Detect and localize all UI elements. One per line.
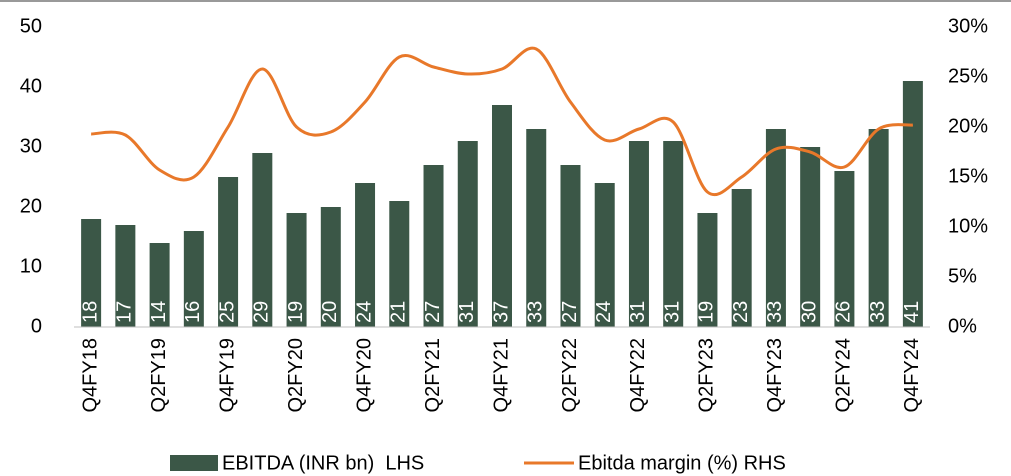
value-label: 33 — [867, 301, 889, 323]
bar — [834, 171, 855, 327]
value-label: 16 — [182, 301, 204, 323]
bar — [902, 81, 923, 327]
y-tick-label: 10 — [20, 255, 42, 277]
x-tick-label: Q4FY21 — [490, 338, 512, 412]
legend-label: Ebitda margin (%) RHS — [578, 452, 786, 474]
y2-tick-label: 10% — [948, 215, 988, 237]
bar — [218, 177, 239, 327]
bar — [765, 129, 786, 327]
value-label: 19 — [285, 301, 307, 323]
bar — [560, 165, 581, 327]
y-tick-label: 50 — [20, 15, 42, 37]
x-tick-label: Q4FY18 — [79, 338, 101, 412]
value-label: 27 — [559, 301, 581, 323]
bar — [731, 189, 752, 327]
bar — [149, 243, 170, 327]
value-label: 31 — [661, 301, 683, 323]
value-label: 20 — [319, 301, 341, 323]
value-label: 18 — [79, 301, 101, 323]
value-label: 14 — [148, 301, 170, 323]
value-label: 29 — [251, 301, 273, 323]
value-label: 31 — [627, 301, 649, 323]
bar — [115, 225, 136, 327]
y2-tick-label: 0% — [948, 315, 977, 337]
legend-swatch — [170, 455, 218, 471]
bar — [389, 201, 410, 327]
x-tick-label: Q2FY22 — [559, 338, 581, 412]
y-tick-label: 30 — [20, 135, 42, 157]
value-label: 41 — [901, 301, 923, 323]
value-label: 31 — [456, 301, 478, 323]
bar — [355, 183, 376, 327]
margin-line — [91, 46, 914, 197]
x-tick-label: Q4FY20 — [353, 338, 375, 412]
y2-tick-label: 20% — [948, 115, 988, 137]
bar — [663, 141, 684, 327]
value-label: 24 — [353, 301, 375, 323]
bar — [252, 153, 273, 327]
value-label: 30 — [798, 301, 820, 323]
bar — [183, 231, 204, 327]
x-tick-label: Q2FY24 — [833, 338, 855, 412]
value-label: 23 — [730, 301, 752, 323]
bar — [800, 147, 821, 327]
bar — [81, 219, 102, 327]
bar — [526, 129, 547, 327]
bar — [492, 105, 512, 327]
value-label: 17 — [114, 301, 136, 323]
y2-tick-label: 30% — [948, 15, 988, 37]
value-label: 33 — [525, 301, 547, 323]
y2-tick-label: 15% — [948, 165, 988, 187]
y2-tick-label: 25% — [948, 65, 988, 87]
x-tick-label: Q2FY19 — [148, 338, 170, 412]
bar — [594, 183, 615, 327]
x-tick-label: Q2FY21 — [422, 338, 444, 412]
bar — [320, 207, 341, 327]
value-label: 26 — [833, 301, 855, 323]
x-tick-label: Q2FY20 — [285, 338, 307, 412]
value-label: 27 — [422, 301, 444, 323]
value-label: 19 — [696, 301, 718, 323]
x-tick-label: Q2FY23 — [696, 338, 718, 412]
bar — [457, 141, 478, 327]
x-tick-label: Q4FY19 — [216, 338, 238, 412]
x-tick-label: Q4FY24 — [901, 338, 923, 412]
value-label: 25 — [216, 301, 238, 323]
x-tick-label: Q4FY23 — [764, 338, 786, 412]
value-label: 21 — [388, 301, 410, 323]
y-tick-label: 0 — [31, 315, 42, 337]
value-label: 37 — [490, 301, 512, 323]
y-tick-label: 20 — [20, 195, 42, 217]
y2-tick-label: 5% — [948, 265, 977, 287]
value-label: 24 — [593, 301, 615, 323]
x-tick-label: Q4FY22 — [627, 338, 649, 412]
bar — [868, 129, 889, 327]
y-tick-label: 40 — [20, 75, 42, 97]
legend-label: EBITDA (INR bn) LHS — [222, 452, 424, 474]
bar — [697, 213, 718, 327]
bar — [286, 213, 307, 327]
bar — [628, 141, 649, 327]
value-label: 33 — [764, 301, 786, 323]
bar — [423, 165, 444, 327]
